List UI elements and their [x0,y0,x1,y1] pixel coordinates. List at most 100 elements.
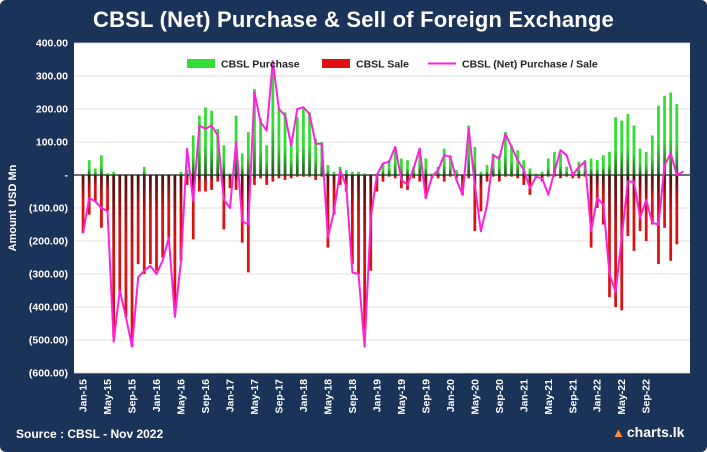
sale-bar [283,175,287,180]
sale-bar [332,175,336,215]
purchase-bar [222,145,226,175]
x-tick-label: Jan-21 [518,379,530,412]
sale-bar [448,175,452,177]
purchase-bar [669,92,673,175]
purchase-bar [210,110,213,175]
net-point [327,236,329,239]
net-point [443,154,446,157]
purchase-bar [504,132,507,175]
purchase-bar [100,155,103,175]
net-point [278,108,280,110]
purchase-bar [601,155,605,175]
sale-bar [375,175,379,192]
logo-mark-icon: ▲ [612,425,625,440]
net-point [265,129,268,132]
net-point [204,127,207,130]
sale-bar [265,175,269,185]
sale-bar [142,175,146,274]
purchase-bar [259,118,262,175]
sale-bar [289,175,293,179]
net-point [308,113,311,115]
sale-bar [106,175,109,212]
purchase-bar [332,171,336,175]
sale-bar [387,175,391,177]
x-tick-label: Sep-19 [420,379,432,414]
purchase-bar [399,158,403,175]
sale-bar [614,175,617,307]
purchase-bar [314,138,318,175]
purchase-bar [216,128,220,175]
net-point [241,220,244,223]
x-tick-label: Jan-18 [298,379,310,412]
sale-bar [571,175,575,179]
net-point [682,170,684,173]
sale-bar [351,175,354,265]
net-point [222,198,225,201]
sale-bar [565,175,569,177]
x-tick-label: Sep-18 [347,379,359,414]
net-point [296,108,299,110]
purchase-bar [473,146,477,175]
x-tick-label: Jan-19 [371,379,383,412]
x-tick-label: May-15 [102,379,114,415]
net-point [565,154,568,157]
y-tick-label: 200.00 [36,104,68,116]
net-point [149,264,152,267]
net-point [424,197,427,200]
net-point [626,180,629,183]
y-axis-title: Amount USD Mn [7,164,19,251]
x-tick-label: May-18 [322,379,334,415]
purchase-bar [283,112,287,175]
net-point [541,177,544,180]
purchase-bar [240,153,244,175]
sale-bar [601,175,605,225]
sale-bar [436,175,440,179]
net-point [100,207,103,209]
net-point [437,169,439,171]
x-tick-label: Jan-22 [592,379,604,412]
net-point [131,345,133,348]
chart-title: CBSL (Net) Purchase & Sell of Foreign Ex… [92,7,614,32]
net-point [82,231,84,234]
net-point [431,175,433,178]
sale-bar [314,175,318,180]
purchase-bar [614,117,617,175]
net-point [522,169,525,171]
net-point [173,316,176,318]
purchase-bar [387,160,391,175]
net-point [180,259,182,262]
net-point [186,147,189,150]
net-point [455,179,458,181]
sale-bar [320,175,324,177]
legend-label: CBSL (Net) Purchase / Sale [462,59,598,71]
purchase-bar [657,105,660,175]
purchase-bar [112,171,116,175]
purchase-bar [93,168,97,175]
x-tick-label: Sep-16 [200,379,212,414]
sale-bar [577,175,581,179]
purchase-bar [589,158,593,175]
x-tick-label: May-22 [616,379,628,415]
sale-bar [522,175,526,185]
sale-bar [87,175,91,215]
net-point [229,207,231,209]
sale-bar [663,175,666,228]
net-point [553,170,556,173]
net-point [535,175,537,178]
net-point [418,147,421,150]
y-tick-label: (600.00) [29,368,68,380]
purchase-bar [185,170,189,175]
purchase-bar [448,155,452,175]
sale-bar [424,175,428,199]
y-tick-label: (300.00) [29,269,68,281]
net-point [351,271,354,274]
net-point [559,149,562,152]
sale-bar [559,175,562,179]
sale-bar [124,175,128,317]
sale-bar [497,175,501,182]
purchase-bar [663,95,666,175]
net-point [584,160,586,163]
purchase-bar [87,160,91,175]
purchase-bar [430,173,434,175]
purchase-bar [522,160,526,175]
